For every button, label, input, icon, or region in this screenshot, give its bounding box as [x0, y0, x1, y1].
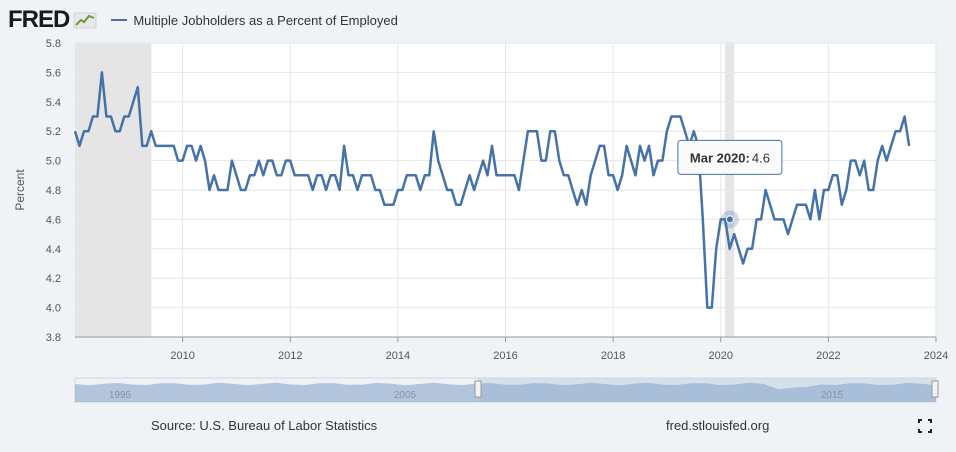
- y-tick-label: 5.8: [46, 38, 61, 50]
- navigator-label: 1995: [109, 390, 132, 401]
- y-tick-label: 4.4: [46, 244, 61, 256]
- x-tick-label: 2010: [170, 350, 194, 362]
- site-link[interactable]: fred.stlouisfed.org: [666, 418, 770, 433]
- y-tick-label: 4.6: [46, 214, 61, 226]
- series-line: [73, 71, 911, 309]
- legend-swatch: [111, 19, 128, 21]
- y-tick-label: 4.8: [46, 185, 61, 197]
- legend-series-name: Multiple Jobholders as a Percent of Empl…: [133, 12, 398, 28]
- header: FRED Multiple Jobholders as a Percent of…: [8, 6, 398, 34]
- navigator-label: 2005: [394, 390, 417, 401]
- tooltip-value: 4.6: [752, 150, 770, 165]
- y-tick-label: 5.2: [46, 126, 61, 138]
- tooltip-date: Mar 2020:: [690, 150, 750, 165]
- navigator-label: 2015: [821, 390, 844, 401]
- x-tick-label: 2020: [709, 350, 733, 362]
- fred-logo[interactable]: FRED: [8, 6, 70, 33]
- fullscreen-icon[interactable]: [918, 419, 932, 433]
- tooltip-box: [677, 139, 783, 175]
- y-tick-label: 3.8: [46, 332, 61, 344]
- fred-graph-icon: [74, 12, 97, 29]
- y-tick-label: 5.4: [46, 97, 61, 109]
- y-axis-label: Percent: [13, 169, 27, 211]
- x-tick-label: 2024: [924, 350, 948, 362]
- x-tick-label: 2018: [601, 350, 625, 362]
- y-tick-label: 5.6: [46, 67, 61, 79]
- y-tick-label: 4.0: [46, 303, 61, 315]
- navigator-area: [75, 382, 936, 402]
- x-tick-label: 2012: [278, 350, 302, 362]
- y-tick-label: 5.0: [46, 156, 61, 168]
- x-tick-label: 2014: [386, 350, 410, 362]
- x-tick-label: 2016: [493, 350, 517, 362]
- y-tick-label: 4.2: [46, 273, 61, 285]
- hover-point: [725, 215, 734, 224]
- x-tick-label: 2022: [816, 350, 840, 362]
- navigator-handle-left[interactable]: [474, 380, 482, 398]
- source-text: Source: U.S. Bureau of Labor Statistics: [151, 418, 378, 433]
- navigator-handle-right[interactable]: [931, 380, 939, 398]
